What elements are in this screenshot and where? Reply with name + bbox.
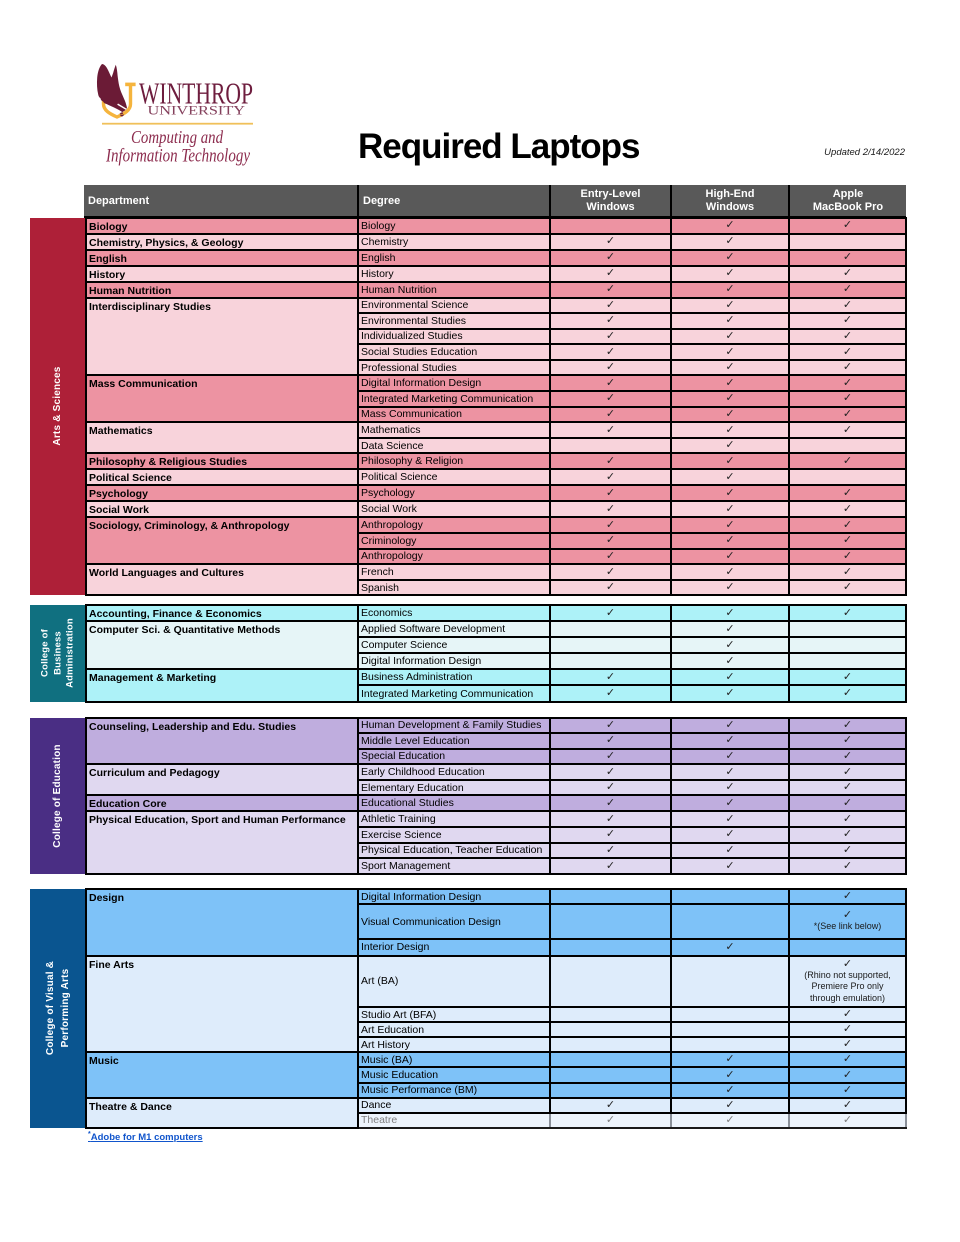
- svg-text:Computing and: Computing and: [131, 127, 223, 147]
- svg-text:UNIVERSITY: UNIVERSITY: [148, 103, 246, 118]
- svg-text:WINTHROP: WINTHROP: [139, 76, 253, 111]
- svg-text:Information Technology: Information Technology: [105, 146, 250, 166]
